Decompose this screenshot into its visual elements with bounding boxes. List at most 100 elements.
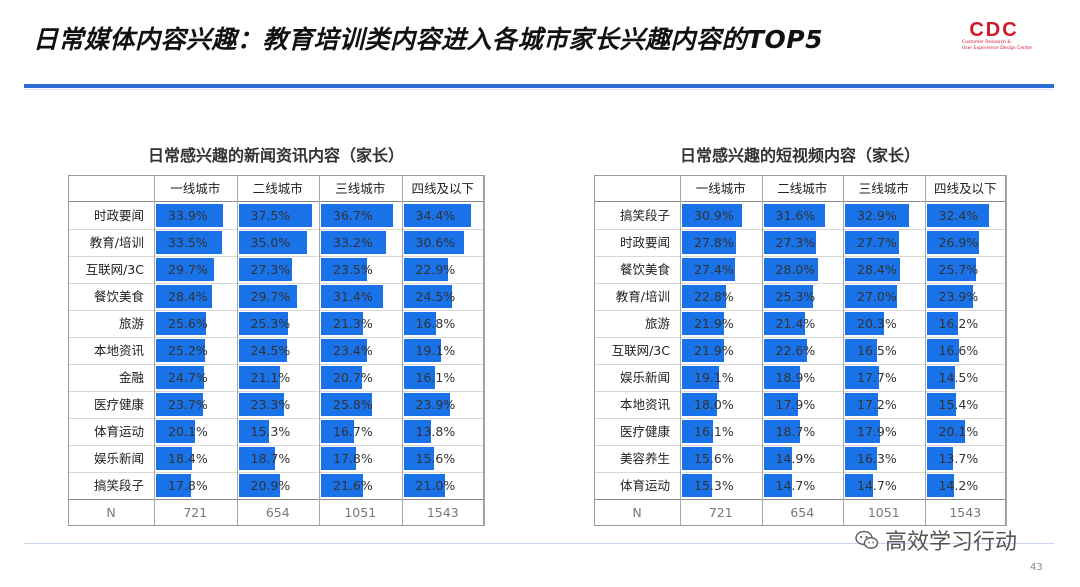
data-bar <box>238 312 289 335</box>
column-header: 二线城市 <box>761 175 843 202</box>
value-cell: 17.9% <box>843 418 925 445</box>
data-bar <box>926 447 954 470</box>
data-label: 16.1% <box>694 424 734 439</box>
data-bar <box>763 420 800 443</box>
value-cell: 28.0% <box>762 256 844 283</box>
data-label: 25.3% <box>250 316 291 331</box>
row-divider <box>594 256 1006 257</box>
data-bar <box>926 312 958 335</box>
n-value: 654 <box>790 505 815 520</box>
value-cell: 16.8% <box>402 310 485 337</box>
data-label: 24.5% <box>415 289 456 304</box>
n-value: 721 <box>183 505 208 520</box>
value-cell: 25.2% <box>154 337 237 364</box>
column-divider <box>484 175 485 526</box>
data-bar <box>682 312 725 335</box>
data-bar <box>682 474 712 497</box>
value-cell: 30.9% <box>680 202 762 229</box>
data-bar <box>403 285 452 308</box>
data-label: 23.4% <box>333 343 373 358</box>
data-bar <box>238 231 308 254</box>
data-bar <box>321 258 368 281</box>
data-label: 34.4% <box>415 208 456 223</box>
n-value: 1051 <box>867 505 900 520</box>
data-label: 16.1% <box>415 370 456 385</box>
row-divider <box>594 337 1006 338</box>
data-bar <box>926 258 977 281</box>
header-blank-cell <box>68 175 154 202</box>
row-label: 搞笑段子 <box>93 478 144 493</box>
row-label: 互联网/3C <box>85 262 144 277</box>
row-divider <box>594 472 1006 473</box>
value-cell: 27.4% <box>680 256 762 283</box>
value-cell: 15.3% <box>237 418 320 445</box>
value-cell: 35.0% <box>237 229 320 256</box>
data-bar <box>238 393 285 416</box>
data-bar <box>763 312 805 335</box>
data-bar <box>238 339 287 362</box>
data-bar <box>321 366 362 389</box>
column-divider <box>401 175 403 526</box>
data-label: 32.9% <box>857 208 897 223</box>
value-cell: 21.3% <box>319 310 402 337</box>
row-divider <box>594 229 1006 230</box>
logo-sub-line-2: User Experience Design Center <box>962 45 1033 51</box>
value-cell: 33.2% <box>319 229 402 256</box>
data-bar <box>403 393 451 416</box>
column-header: 一线城市 <box>154 175 237 202</box>
data-label: 27.0% <box>857 289 897 304</box>
value-cell: 16.1% <box>680 418 762 445</box>
data-label: 28.4% <box>857 262 897 277</box>
value-cell: 27.3% <box>237 256 320 283</box>
data-bar <box>845 339 877 362</box>
data-label: 21.4% <box>775 316 816 331</box>
data-bar <box>845 393 879 416</box>
row-label: 娱乐新闻 <box>93 451 144 466</box>
data-bar <box>682 420 714 443</box>
data-label: 33.9% <box>168 208 208 223</box>
data-bar <box>845 204 909 227</box>
data-label: 23.5% <box>333 262 373 277</box>
value-cell: 27.7% <box>843 229 925 256</box>
data-label: 30.6% <box>415 235 456 250</box>
data-label: 20.7% <box>333 370 373 385</box>
row-divider <box>68 418 484 419</box>
data-label: 19.1% <box>694 370 734 385</box>
data-label: 14.7% <box>775 478 816 493</box>
data-bar <box>682 258 736 281</box>
value-cell: 37.5% <box>237 202 320 229</box>
data-bar <box>926 393 957 416</box>
row-divider <box>68 445 484 446</box>
n-value: 721 <box>708 505 733 520</box>
data-label: 16.3% <box>857 451 897 466</box>
data-bar <box>763 231 817 254</box>
data-label: 25.3% <box>775 289 816 304</box>
data-label: 23.3% <box>250 397 291 412</box>
data-label: 17.8% <box>168 478 208 493</box>
data-label: 30.9% <box>694 208 734 223</box>
value-cell: 17.7% <box>843 364 925 391</box>
data-bar <box>682 393 717 416</box>
value-cell: 23.3% <box>237 391 320 418</box>
row-label: 教育/培训 <box>89 235 144 250</box>
data-bar <box>682 285 727 308</box>
data-bar <box>156 204 223 227</box>
table-frame <box>594 175 1006 526</box>
value-cell: 15.3% <box>680 472 762 499</box>
data-label: 28.0% <box>775 262 816 277</box>
data-bar <box>156 366 205 389</box>
value-cell: 32.4% <box>925 202 1007 229</box>
data-bar <box>403 474 445 497</box>
row-label: 旅游 <box>644 316 670 331</box>
data-bar <box>238 447 276 470</box>
data-bar <box>156 258 215 281</box>
value-cell: 14.5% <box>925 364 1007 391</box>
row-label: 医疗健康 <box>93 397 144 412</box>
data-label: 27.3% <box>775 235 816 250</box>
data-bar <box>403 339 441 362</box>
row-label: 搞笑段子 <box>619 208 670 223</box>
data-bar <box>321 285 383 308</box>
data-label: 21.3% <box>333 316 373 331</box>
data-bar <box>682 447 713 470</box>
row-divider <box>594 391 1006 392</box>
